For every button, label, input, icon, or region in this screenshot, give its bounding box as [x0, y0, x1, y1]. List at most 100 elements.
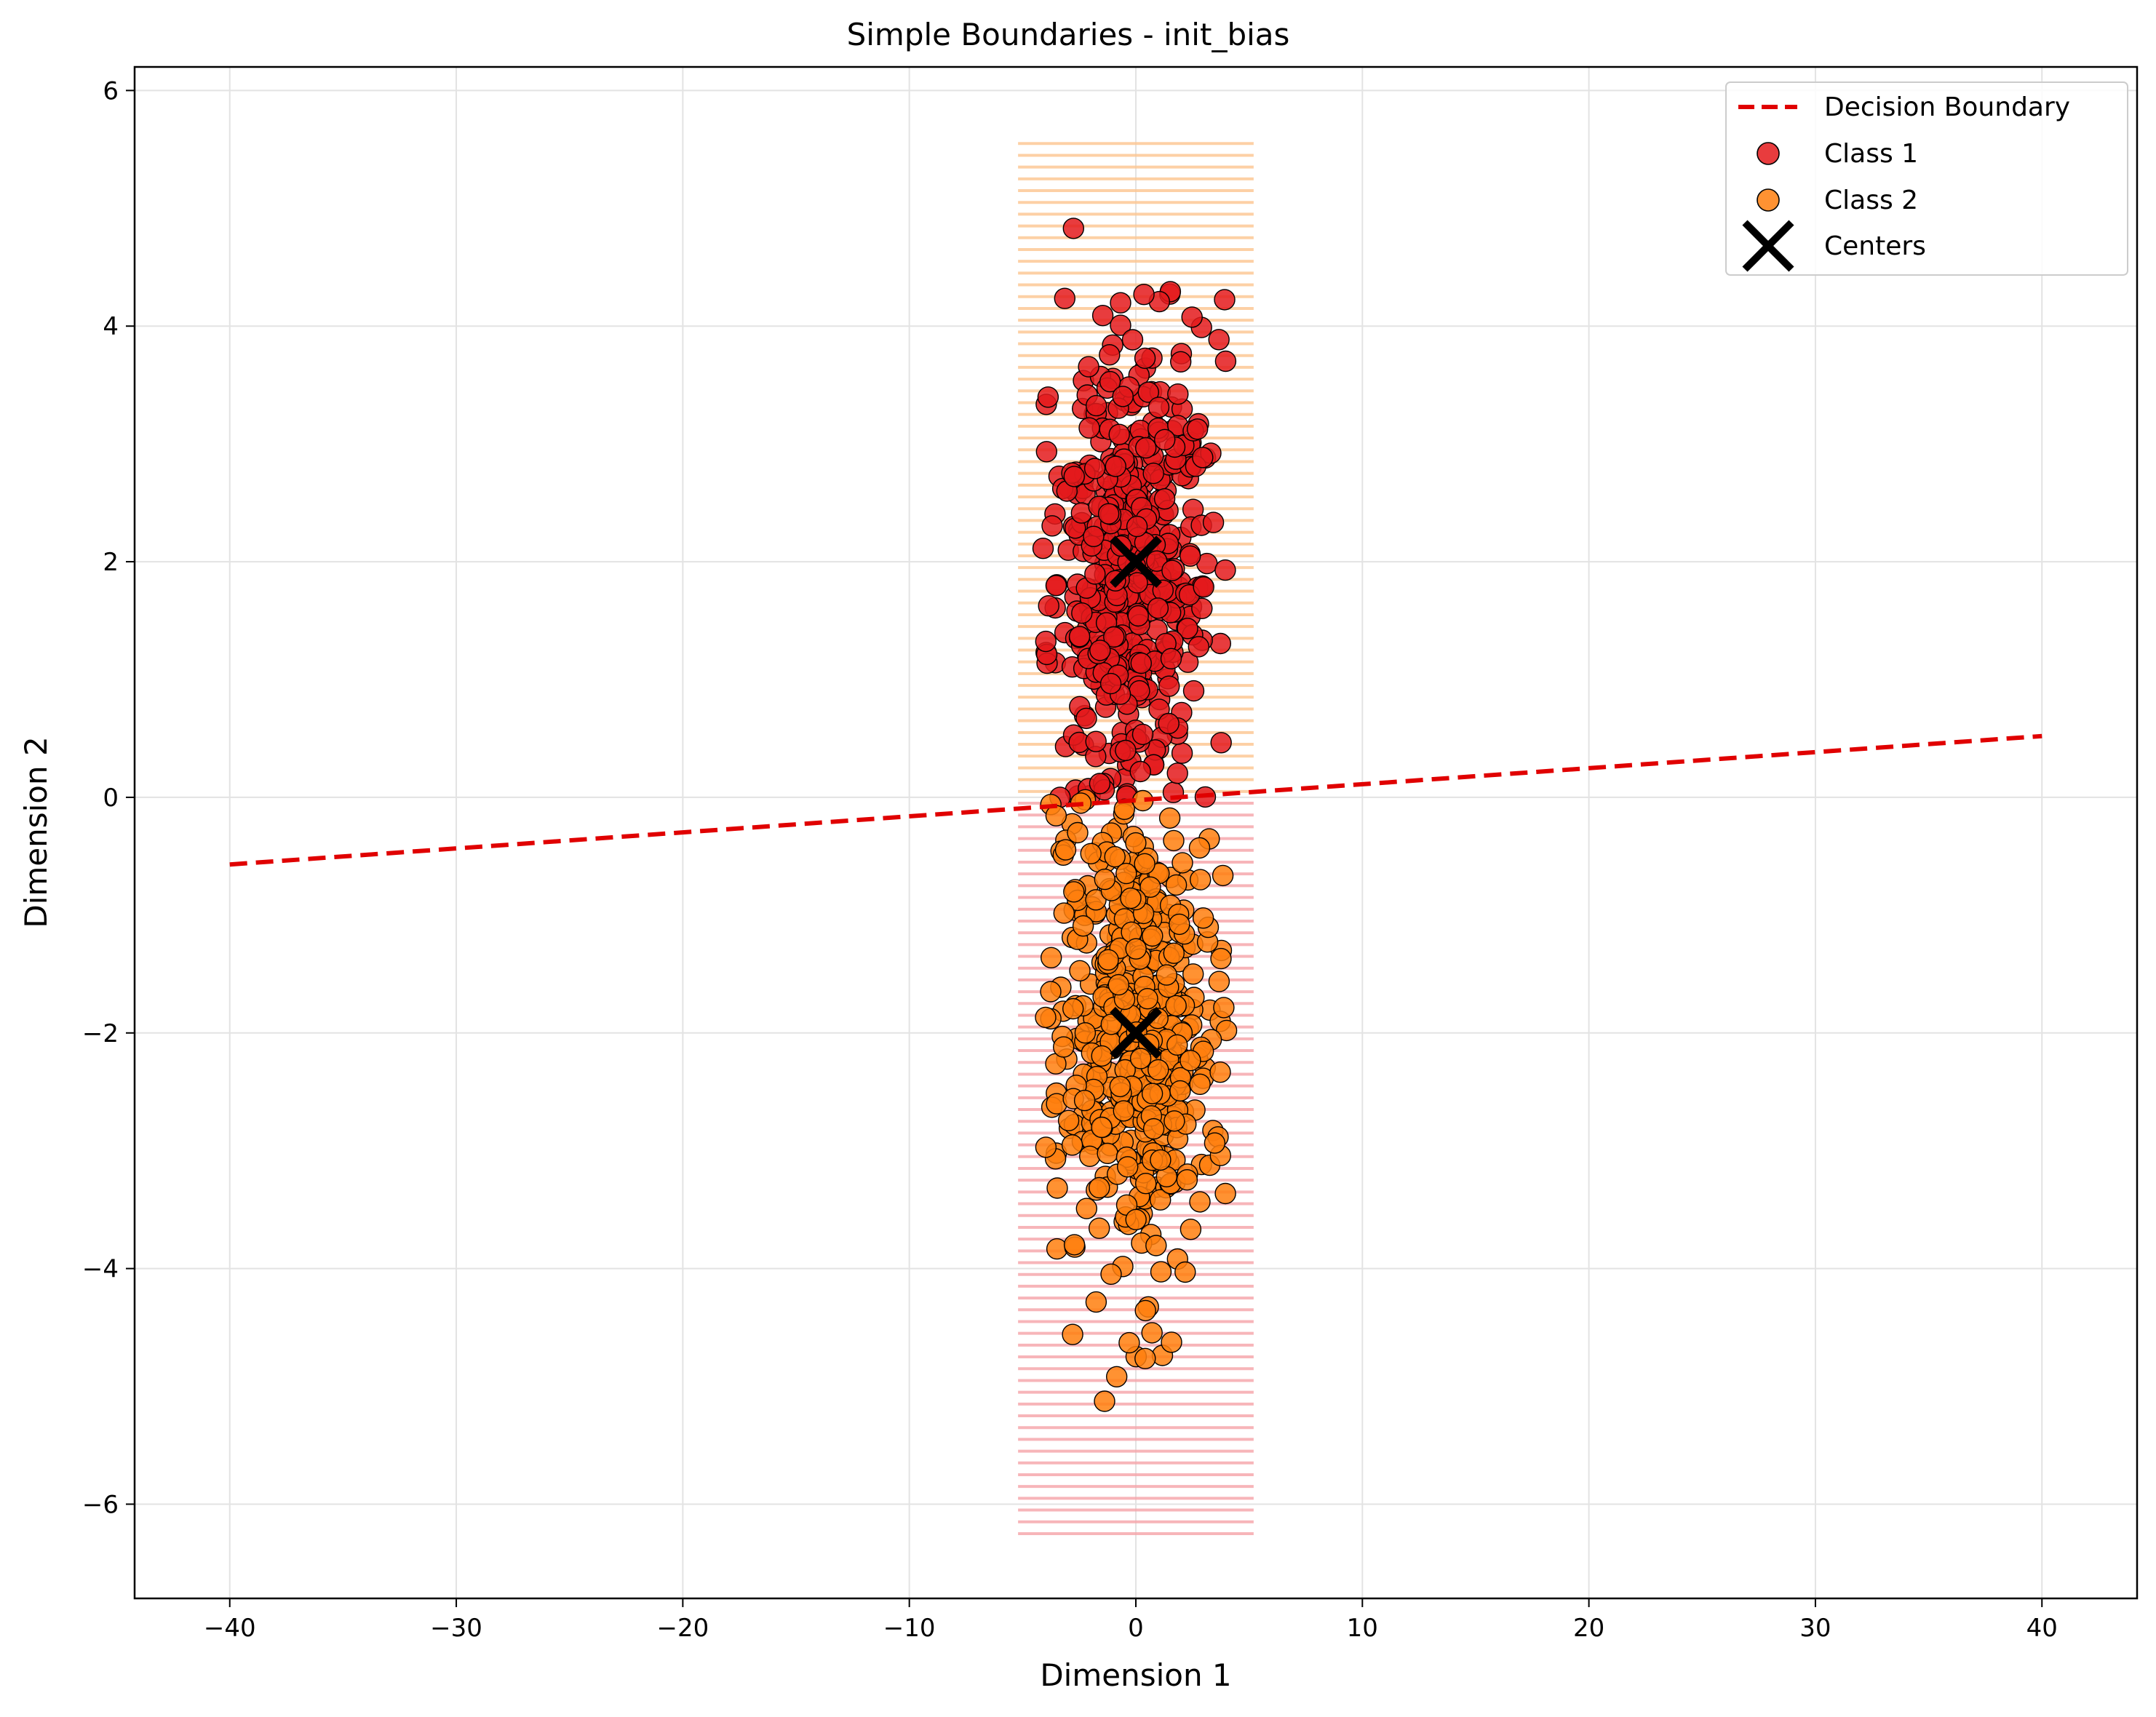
- legend-label-class2: Class 2: [1824, 186, 1918, 215]
- class2-point: [1063, 881, 1085, 903]
- class1-point: [1192, 447, 1214, 469]
- class1-point: [1089, 773, 1111, 794]
- class1-point: [1209, 632, 1232, 655]
- class1-point: [1186, 418, 1209, 440]
- class2-point: [1150, 1149, 1172, 1171]
- class2-point: [1035, 1006, 1057, 1029]
- class1-point: [1041, 515, 1063, 537]
- class2-point: [1134, 853, 1155, 875]
- class2-point: [1046, 1238, 1068, 1260]
- class2-point: [1209, 1061, 1231, 1083]
- class2-point: [1097, 1142, 1118, 1165]
- class2-point: [1163, 942, 1185, 964]
- legend-label-centers: Centers: [1824, 231, 1926, 261]
- class2-point: [1189, 1073, 1211, 1096]
- class1-point: [1099, 672, 1122, 695]
- legend-class2-swatch: [1757, 188, 1780, 212]
- class1-point: [1078, 356, 1099, 378]
- class2-point: [1104, 845, 1126, 868]
- class1-point: [1214, 350, 1237, 373]
- class1-point: [1153, 429, 1176, 450]
- y-tick-label: −2: [82, 1019, 119, 1048]
- class2-point: [1118, 1331, 1140, 1354]
- class1-point: [1038, 595, 1059, 617]
- class2-point: [1214, 1182, 1236, 1205]
- class1-point: [1045, 575, 1067, 597]
- class2-point: [1125, 938, 1147, 960]
- class2-point: [1062, 1323, 1083, 1345]
- class1-point: [1071, 602, 1093, 624]
- class2-point: [1046, 1177, 1068, 1199]
- class2-point: [1107, 973, 1130, 996]
- class1-point: [1097, 503, 1120, 525]
- legend-box: [1725, 81, 2128, 276]
- class2-point: [1213, 997, 1235, 1019]
- class1-point: [1133, 284, 1155, 306]
- class1-point: [1126, 515, 1148, 538]
- class2-point: [1134, 1347, 1156, 1370]
- class2-point: [1166, 1034, 1188, 1056]
- class1-point: [1147, 597, 1169, 619]
- class1-point: [1208, 329, 1230, 351]
- y-tick-label: −4: [82, 1255, 119, 1284]
- class1-point: [1035, 630, 1057, 653]
- class2-point: [1094, 868, 1116, 891]
- class2-point: [1100, 1013, 1123, 1035]
- center-stroke: [1110, 535, 1162, 588]
- class1-point: [1131, 723, 1154, 746]
- class1-point: [1153, 488, 1176, 510]
- class2-point: [1189, 869, 1212, 891]
- x-tick-label: 10: [1347, 1614, 1378, 1643]
- x-tick-label: 40: [2026, 1614, 2058, 1643]
- class2-point: [1169, 913, 1190, 936]
- class2-point: [1134, 1299, 1156, 1322]
- class1-point: [1099, 370, 1121, 393]
- class1-point: [1147, 397, 1170, 418]
- class2-point: [1113, 1100, 1135, 1122]
- y-tick-label: 6: [103, 76, 119, 105]
- class1-point: [1134, 347, 1156, 370]
- center-markers: [1110, 535, 1162, 1059]
- chart-title: Simple Boundaries - init_bias: [847, 17, 1290, 52]
- x-tick-label: 0: [1128, 1614, 1144, 1643]
- class2-point: [1180, 1049, 1201, 1072]
- class2-point: [1125, 832, 1147, 854]
- class1-point: [1078, 417, 1100, 439]
- decision-boundary: [229, 733, 2042, 867]
- y-axis-label: Dimension 2: [18, 736, 54, 928]
- class2-point: [1069, 960, 1091, 982]
- class2-point: [1188, 837, 1211, 859]
- class2-point: [1142, 925, 1163, 947]
- class2-point: [1040, 981, 1062, 1003]
- x-tick-label: −40: [204, 1614, 256, 1643]
- x-tick-label: −20: [656, 1614, 709, 1643]
- class2-point: [1147, 1059, 1169, 1081]
- legend-centers-swatch: [1742, 220, 1794, 272]
- class2-point: [1091, 1116, 1113, 1139]
- class1-point: [1091, 305, 1114, 327]
- class1-point: [1063, 466, 1086, 487]
- class2-point: [1139, 876, 1161, 899]
- class2-point: [1169, 1080, 1191, 1102]
- x-axis-label: Dimension 1: [1040, 1657, 1231, 1693]
- class1-point: [1099, 344, 1121, 366]
- class1-point: [1210, 732, 1232, 754]
- class1-point: [1158, 675, 1180, 697]
- class1-point: [1145, 550, 1168, 572]
- class2-point: [1080, 842, 1102, 865]
- class2-point: [1091, 1045, 1113, 1067]
- legend-class1-swatch: [1757, 142, 1780, 165]
- y-axis: −6 −4 −2 0 2 4 6: [82, 76, 135, 1519]
- class2-point: [1163, 1110, 1185, 1132]
- x-axis: −40 −30 −20 −10 0 10 20 30 40: [204, 1598, 2058, 1643]
- class2-point: [1089, 1176, 1110, 1199]
- class2-point: [1210, 947, 1232, 970]
- class2-point: [1161, 1331, 1182, 1353]
- class1-point: [1068, 626, 1091, 648]
- class2-point: [1129, 1048, 1152, 1069]
- class1-point: [1112, 386, 1134, 407]
- class2-point: [1163, 829, 1185, 852]
- class2-point: [1116, 1156, 1139, 1178]
- class1-point: [1083, 525, 1105, 547]
